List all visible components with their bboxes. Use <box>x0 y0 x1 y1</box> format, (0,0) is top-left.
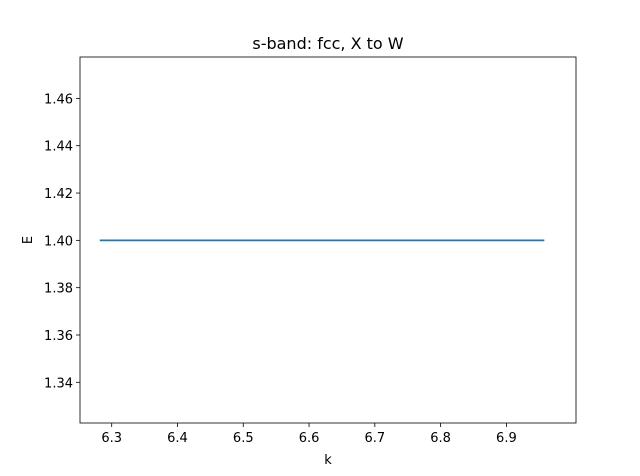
plot-area-frame <box>79 56 577 424</box>
y-tick-label: 1.40 <box>44 234 73 249</box>
y-tick-label: 1.44 <box>44 140 73 155</box>
y-tick-label: 1.34 <box>44 376 73 391</box>
x-tick-label: 6.6 <box>299 431 320 446</box>
x-tick-label: 6.7 <box>364 431 385 446</box>
y-tick-label: 1.46 <box>44 92 73 107</box>
x-tick-label: 6.3 <box>101 431 122 446</box>
y-tick-label: 1.38 <box>44 282 73 297</box>
y-axis-ticks: 1.34 1.36 1.38 1.40 1.42 1.44 1.46 <box>44 92 80 391</box>
y-tick-label: 1.42 <box>44 187 73 202</box>
x-axis-ticks: 6.3 6.4 6.5 6.6 6.7 6.8 6.9 <box>101 423 517 446</box>
x-tick-label: 6.4 <box>167 431 188 446</box>
x-axis-label: k <box>324 453 332 468</box>
y-axis-label: E <box>21 236 36 244</box>
y-tick-label: 1.36 <box>44 329 73 344</box>
x-tick-label: 6.5 <box>233 431 254 446</box>
chart-title: s-band: fcc, X to W <box>252 34 403 53</box>
x-tick-label: 6.9 <box>496 431 517 446</box>
x-tick-label: 6.8 <box>430 431 451 446</box>
